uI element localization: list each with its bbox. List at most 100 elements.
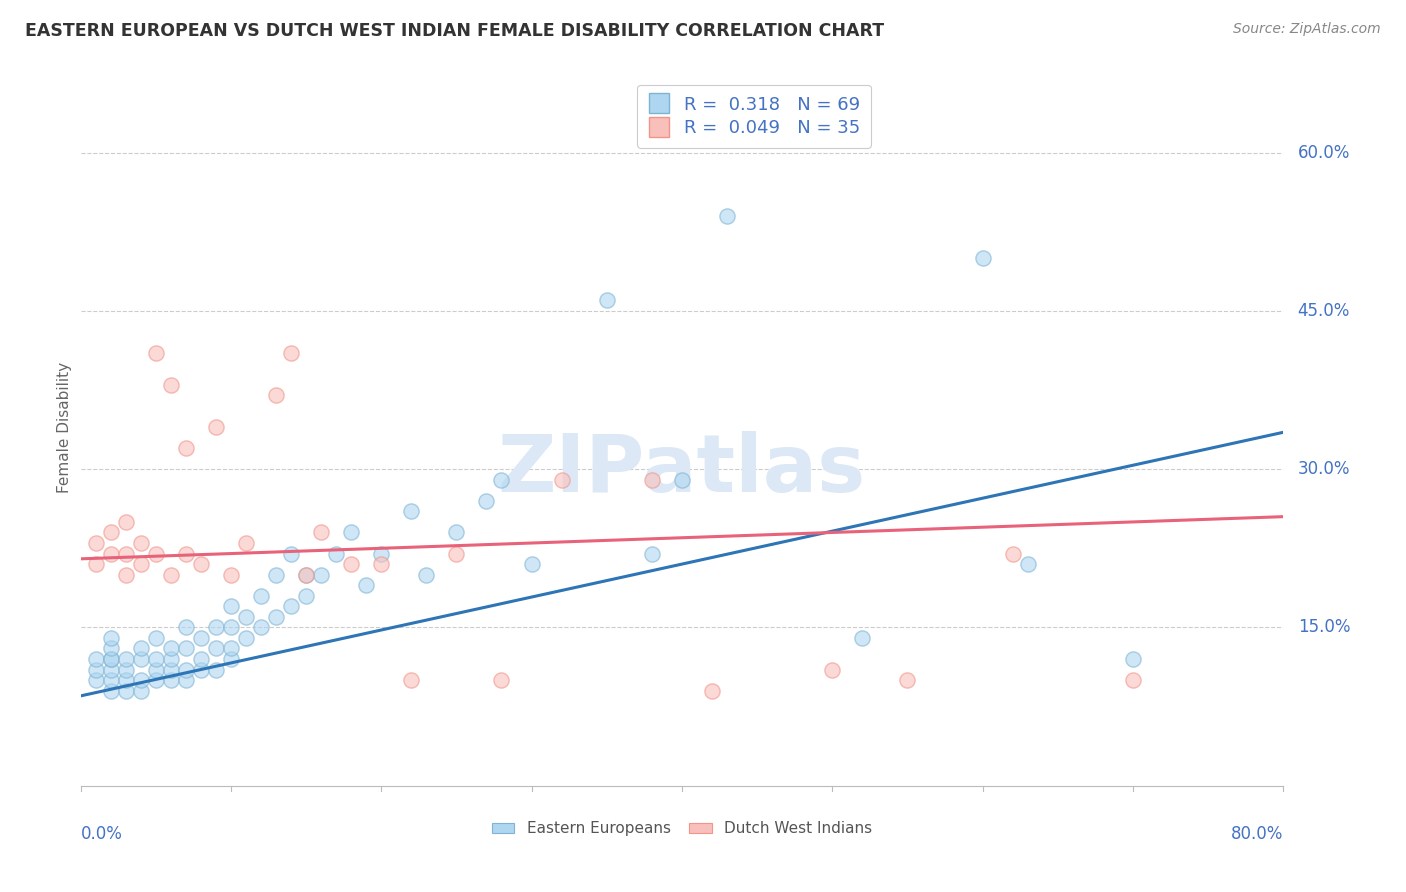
Point bbox=[174, 663, 197, 677]
Point bbox=[264, 567, 287, 582]
Point bbox=[309, 567, 332, 582]
Point bbox=[340, 557, 363, 571]
Point bbox=[84, 663, 107, 677]
Point bbox=[84, 536, 107, 550]
Text: Source: ZipAtlas.com: Source: ZipAtlas.com bbox=[1233, 22, 1381, 37]
Point bbox=[84, 557, 107, 571]
Text: 30.0%: 30.0% bbox=[1298, 460, 1350, 478]
Text: 60.0%: 60.0% bbox=[1298, 144, 1350, 161]
Point bbox=[491, 673, 513, 687]
Point bbox=[159, 663, 181, 677]
Y-axis label: Female Disability: Female Disability bbox=[58, 361, 72, 492]
Point bbox=[280, 547, 302, 561]
Point bbox=[370, 557, 392, 571]
Point bbox=[100, 547, 122, 561]
Point bbox=[250, 620, 273, 634]
Point bbox=[475, 493, 498, 508]
Point bbox=[401, 504, 423, 518]
Point bbox=[1122, 652, 1144, 666]
Point bbox=[309, 525, 332, 540]
Point bbox=[446, 525, 468, 540]
Point bbox=[204, 641, 226, 656]
Point bbox=[370, 547, 392, 561]
Point bbox=[174, 441, 197, 455]
Point bbox=[851, 631, 873, 645]
Point bbox=[114, 547, 136, 561]
Point bbox=[1001, 547, 1024, 561]
Point bbox=[84, 652, 107, 666]
Point bbox=[1017, 557, 1039, 571]
Point bbox=[114, 673, 136, 687]
Point bbox=[145, 547, 167, 561]
Point bbox=[641, 473, 664, 487]
Point bbox=[821, 663, 844, 677]
Point bbox=[896, 673, 918, 687]
Point bbox=[219, 620, 242, 634]
Point bbox=[354, 578, 377, 592]
Text: 15.0%: 15.0% bbox=[1298, 618, 1350, 636]
Point bbox=[129, 652, 152, 666]
Point bbox=[145, 346, 167, 360]
Point bbox=[100, 641, 122, 656]
Point bbox=[159, 377, 181, 392]
Point bbox=[235, 610, 257, 624]
Point bbox=[114, 663, 136, 677]
Point bbox=[129, 557, 152, 571]
Point bbox=[340, 525, 363, 540]
Point bbox=[145, 652, 167, 666]
Point bbox=[100, 673, 122, 687]
Point bbox=[219, 599, 242, 614]
Text: ZIPatlas: ZIPatlas bbox=[498, 431, 866, 509]
Point bbox=[446, 547, 468, 561]
Point bbox=[204, 663, 226, 677]
Point bbox=[100, 652, 122, 666]
Point bbox=[280, 599, 302, 614]
Point bbox=[190, 652, 212, 666]
Point bbox=[415, 567, 437, 582]
Text: 45.0%: 45.0% bbox=[1298, 302, 1350, 320]
Point bbox=[190, 557, 212, 571]
Legend: Eastern Europeans, Dutch West Indians: Eastern Europeans, Dutch West Indians bbox=[485, 815, 879, 842]
Point bbox=[190, 631, 212, 645]
Point bbox=[264, 388, 287, 402]
Point bbox=[295, 589, 318, 603]
Point bbox=[520, 557, 543, 571]
Point bbox=[550, 473, 572, 487]
Point bbox=[250, 589, 273, 603]
Point bbox=[700, 683, 723, 698]
Point bbox=[129, 641, 152, 656]
Point bbox=[1122, 673, 1144, 687]
Point bbox=[264, 610, 287, 624]
Point bbox=[159, 652, 181, 666]
Point bbox=[145, 663, 167, 677]
Point bbox=[114, 515, 136, 529]
Point bbox=[491, 473, 513, 487]
Point bbox=[401, 673, 423, 687]
Point bbox=[129, 673, 152, 687]
Point bbox=[174, 673, 197, 687]
Point bbox=[100, 525, 122, 540]
Text: 80.0%: 80.0% bbox=[1230, 825, 1284, 843]
Point bbox=[114, 652, 136, 666]
Point bbox=[114, 567, 136, 582]
Point bbox=[100, 652, 122, 666]
Point bbox=[219, 652, 242, 666]
Point bbox=[145, 673, 167, 687]
Point bbox=[219, 567, 242, 582]
Point bbox=[159, 641, 181, 656]
Point bbox=[114, 683, 136, 698]
Point bbox=[716, 209, 738, 223]
Text: 0.0%: 0.0% bbox=[80, 825, 122, 843]
Point bbox=[295, 567, 318, 582]
Text: EASTERN EUROPEAN VS DUTCH WEST INDIAN FEMALE DISABILITY CORRELATION CHART: EASTERN EUROPEAN VS DUTCH WEST INDIAN FE… bbox=[25, 22, 884, 40]
Point bbox=[596, 293, 619, 308]
Point bbox=[129, 683, 152, 698]
Point bbox=[190, 663, 212, 677]
Point bbox=[174, 641, 197, 656]
Point bbox=[295, 567, 318, 582]
Point bbox=[219, 641, 242, 656]
Point bbox=[280, 346, 302, 360]
Point bbox=[100, 683, 122, 698]
Point bbox=[235, 536, 257, 550]
Point bbox=[159, 673, 181, 687]
